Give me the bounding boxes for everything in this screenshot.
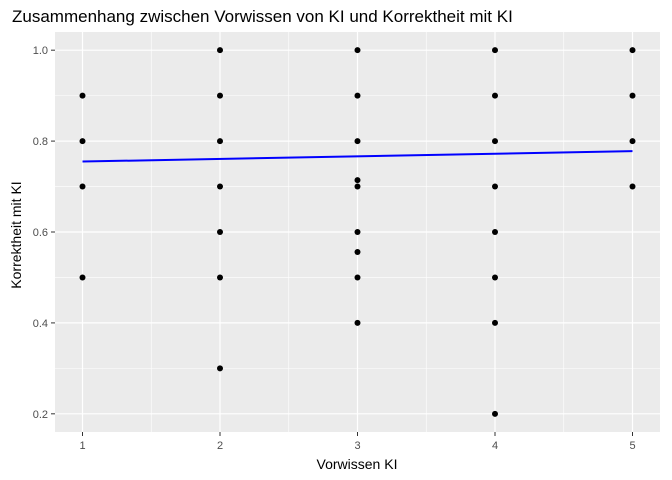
data-point bbox=[217, 92, 223, 99]
data-point bbox=[217, 47, 223, 54]
data-point bbox=[79, 274, 86, 281]
data-point bbox=[354, 183, 361, 190]
x-axis-title: Vorwissen KI bbox=[317, 456, 398, 472]
y-axis: 0.2 0.4 0.6 0.8 1.0 bbox=[33, 45, 55, 421]
data-point bbox=[629, 138, 636, 145]
data-point bbox=[79, 138, 86, 145]
y-tick-label: 0.2 bbox=[33, 409, 48, 421]
data-point bbox=[492, 138, 498, 145]
data-point bbox=[354, 138, 361, 145]
data-point bbox=[492, 274, 498, 281]
y-tick-label: 0.4 bbox=[33, 318, 48, 330]
data-point bbox=[354, 274, 361, 281]
data-point bbox=[492, 92, 498, 99]
data-point bbox=[492, 183, 498, 190]
trend-line bbox=[82, 150, 633, 163]
data-point bbox=[354, 47, 361, 54]
data-point bbox=[629, 92, 636, 99]
chart-title: Zusammenhang zwischen Vorwissen von KI u… bbox=[12, 7, 513, 26]
x-tick-label: 5 bbox=[629, 440, 635, 452]
y-tick-label: 0.8 bbox=[33, 136, 48, 148]
data-point bbox=[354, 177, 361, 184]
data-point bbox=[492, 319, 498, 326]
x-tick-label: 4 bbox=[492, 440, 498, 452]
data-point bbox=[354, 92, 361, 99]
data-point bbox=[354, 249, 361, 255]
x-tick-label: 2 bbox=[217, 440, 223, 452]
data-point bbox=[354, 319, 361, 326]
data-point bbox=[217, 138, 223, 145]
data-point bbox=[492, 410, 498, 417]
data-point bbox=[217, 229, 223, 235]
x-axis: 1 2 3 4 5 bbox=[79, 432, 636, 452]
data-point bbox=[217, 274, 223, 281]
data-point bbox=[79, 92, 86, 99]
data-points bbox=[79, 47, 636, 417]
y-tick-label: 1.0 bbox=[33, 45, 48, 57]
y-axis-title: Korrektheit mit KI bbox=[8, 181, 24, 288]
x-tick-label: 1 bbox=[79, 440, 85, 452]
trend-line-group bbox=[82, 150, 633, 163]
data-point bbox=[354, 229, 361, 235]
data-point bbox=[629, 47, 636, 54]
y-tick-label: 0.6 bbox=[33, 227, 48, 239]
data-point bbox=[217, 365, 223, 372]
data-point bbox=[492, 229, 498, 235]
data-point bbox=[492, 47, 498, 54]
data-point bbox=[79, 183, 86, 190]
x-tick-label: 3 bbox=[354, 440, 360, 452]
data-point bbox=[217, 183, 223, 190]
data-point bbox=[629, 183, 636, 190]
